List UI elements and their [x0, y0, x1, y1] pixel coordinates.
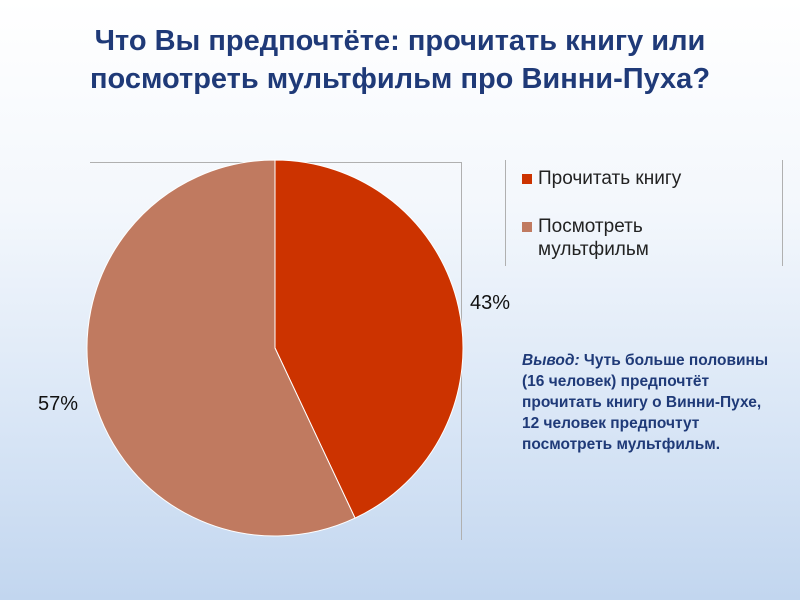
legend-item-watch-cartoon: Посмотреть мультфильм	[522, 215, 649, 261]
pie-slice-read-book	[274, 159, 464, 519]
legend-label-watch-cartoon-1: Посмотреть	[538, 216, 643, 237]
conclusion-lead: Вывод:	[522, 352, 580, 369]
slide-title: Что Вы предпочтёте: прочитать книгу или …	[0, 22, 800, 98]
title-line-2: посмотреть мультфильм про Винни-Пуха?	[89, 63, 711, 95]
legend-swatch-watch-cartoon	[522, 222, 532, 232]
pie-label-57: 57%	[38, 393, 79, 415]
pie-label-43: 43%	[470, 292, 511, 314]
legend-label-read-book: Прочитать книгу	[538, 168, 682, 189]
pie-slice-watch-cartoon	[86, 159, 356, 537]
title-line-1: Что Вы предпочтёте: прочитать книгу или	[94, 25, 706, 57]
conclusion-text: Вывод: Чуть больше половины (16 человек)…	[522, 350, 772, 455]
legend-swatch-read-book	[522, 174, 532, 184]
chart-legend: Прочитать книгу Посмотреть мультфильм	[505, 160, 783, 266]
conclusion-body: Чуть больше половины (16 человек) предпо…	[522, 352, 769, 453]
legend-item-read-book: Прочитать книгу	[522, 167, 682, 190]
legend-label-watch-cartoon-2: мультфильм	[538, 239, 649, 260]
